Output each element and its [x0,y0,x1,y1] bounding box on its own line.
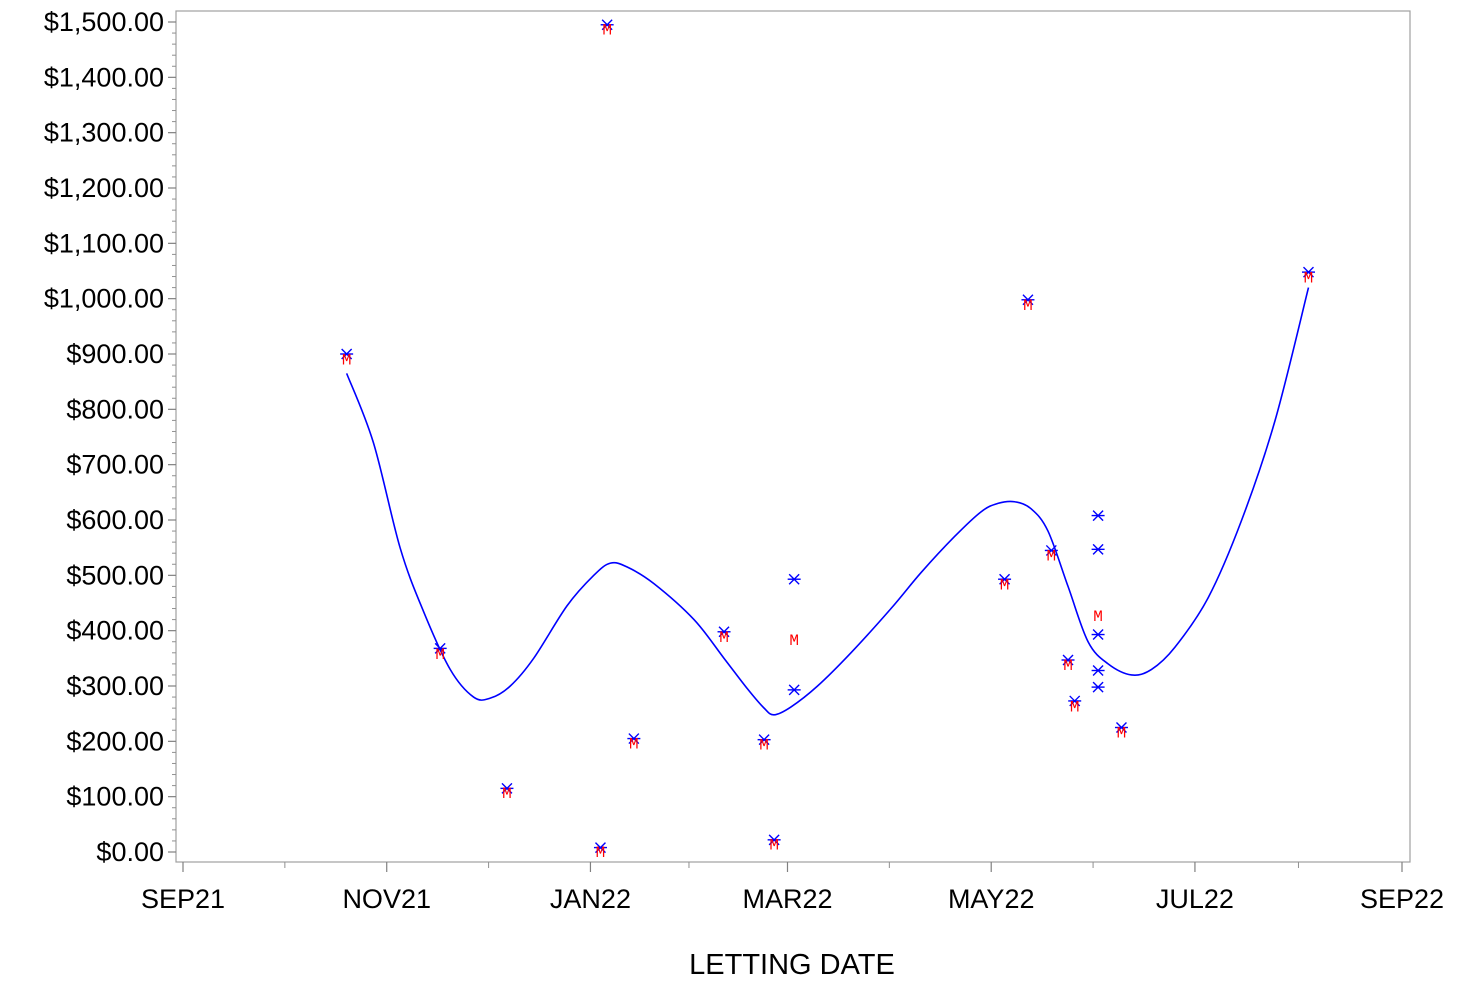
m-point: M [1000,577,1010,595]
star-point [1091,510,1105,522]
star-point [1044,544,1058,556]
star-point [1114,722,1128,733]
m-point: M [1070,698,1080,716]
star-point [717,626,731,638]
star-point [433,642,447,654]
m-point: M [502,785,512,803]
star-point [787,573,801,585]
m-point: M [602,22,612,40]
y-tick-label: $100.00 [66,782,164,812]
star-point [593,842,607,854]
y-tick-label: $600.00 [66,505,164,535]
y-tick-label: $900.00 [66,339,164,369]
star-point [998,573,1012,585]
y-tick-label: $800.00 [66,394,164,424]
y-tick-label: $500.00 [66,560,164,590]
y-tick-label: $400.00 [66,616,164,646]
y-axis: $0.00 $100.00 $200.00 $300.00 $400.00 $500.00… [44,7,176,867]
star-point [1021,294,1035,306]
y-tick-label: $1,300.00 [44,118,164,148]
x-axis-title: LETTING DATE [689,949,895,980]
m-point: M [1093,608,1103,626]
x-axis: SEP21 NOV21 JAN22 MAR22 MAY22 JUL22 SEP22 [141,862,1444,914]
m-point: M [342,351,352,369]
star-point [1068,695,1082,707]
m-point: M [435,646,445,664]
m-point: M [789,632,799,650]
star-point [767,834,781,846]
m-point: M [1023,297,1033,315]
star-point [1061,654,1075,666]
m-point: M [1063,657,1073,675]
m-point: M [1047,547,1057,565]
x-tick-label: SEP21 [141,884,225,914]
y-tick-label: $200.00 [66,726,164,756]
x-tick-label: JAN22 [550,884,631,914]
star-point [757,734,771,746]
m-point: M [1304,270,1314,288]
y-tick-label: $700.00 [66,450,164,480]
m-point: M [629,735,639,753]
y-tick-label: $1,400.00 [44,62,164,92]
m-point: M [596,844,606,862]
star-point [787,684,801,696]
m-point: M [769,837,779,855]
y-tick-label: $300.00 [66,671,164,701]
star-point [1301,266,1315,278]
y-tick-label: $1,100.00 [44,228,164,258]
series-layer: M M M M M M M M M M M M M M M M M M [340,19,1315,862]
plot-frame [175,10,1411,863]
y-tick-label: $0.00 [96,837,164,867]
x-tick-label: JUL22 [1156,884,1234,914]
star-point [1091,629,1105,641]
y-tick-label: $1,200.00 [44,173,164,203]
star-point [600,19,614,31]
m-point: M [1117,724,1127,742]
y-tick-label: $1,000.00 [44,284,164,314]
star-point [627,733,641,745]
m-point: M [759,737,769,755]
star-point [1091,681,1105,693]
m-point: M [719,629,729,647]
x-tick-label: MAR22 [742,884,832,914]
fit-line [345,287,1310,716]
y-tick-label: $1,500.00 [44,7,164,37]
star-point [1091,665,1105,677]
x-tick-label: SEP22 [1360,884,1444,914]
star-point [500,782,514,794]
star-point [340,348,354,360]
star-point [1091,543,1105,555]
x-tick-label: NOV21 [342,884,431,914]
x-tick-label: MAY22 [948,884,1035,914]
